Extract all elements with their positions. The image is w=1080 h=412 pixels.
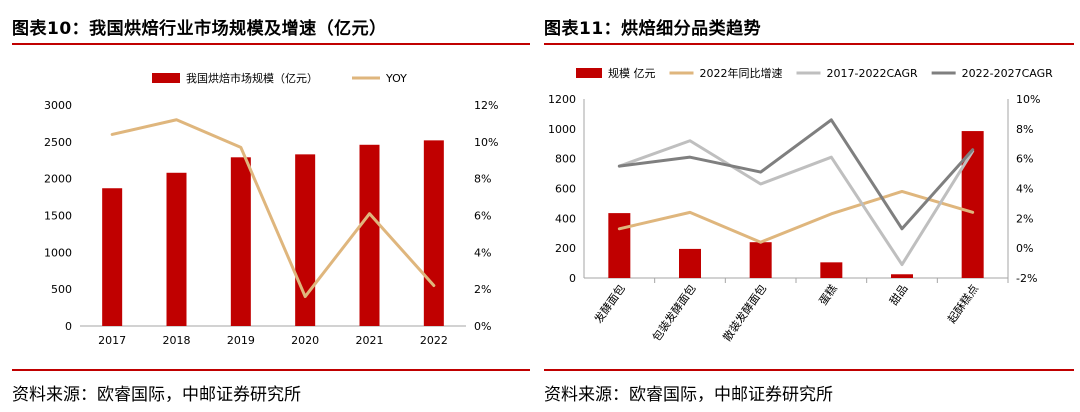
bar: [891, 274, 913, 278]
bar: [961, 131, 984, 278]
y2-tick-label: 2%: [474, 283, 491, 296]
series-line: [617, 189, 975, 244]
legend-key: [576, 68, 602, 78]
y2-tick-label: 12%: [474, 99, 498, 112]
y2-tick-label: 8%: [474, 173, 491, 186]
bar: [679, 248, 701, 278]
y-tick-label: 600: [555, 183, 576, 196]
y2-tick-label: 2%: [1016, 212, 1033, 225]
series-line: [110, 118, 436, 299]
y-tick-label: 400: [555, 212, 576, 225]
y-tick-label: 500: [51, 283, 72, 296]
y-tick-label: 1000: [548, 123, 576, 136]
x-tick-label: 2021: [356, 334, 384, 347]
bar: [423, 140, 444, 326]
y2-tick-label: 8%: [1016, 123, 1033, 136]
x-tick-label: 蛋糕: [816, 282, 840, 308]
legend-label: 2022年同比增速: [700, 66, 783, 80]
series-line: [617, 118, 975, 231]
bar: [295, 154, 316, 326]
y2-tick-label: 0%: [1016, 242, 1033, 255]
bar: [230, 157, 251, 326]
bar: [749, 242, 772, 278]
y2-tick-label: 10%: [1016, 93, 1040, 106]
y-tick-label: 3000: [44, 99, 72, 112]
x-tick-label: 散装发酵面包: [720, 282, 769, 344]
y-tick-label: 800: [555, 153, 576, 166]
y-tick-label: 1200: [548, 93, 576, 106]
legend-label: 我国烘焙市场规模（亿元）: [186, 71, 318, 85]
legend-key: [152, 73, 180, 83]
right-source: 资料来源：欧睿国际，中邮证券研究所: [544, 385, 833, 405]
right-chart: 0 200 400 600 800 1000 1200 -2% 0% 2% 4% 6% 8% 10% 发酵面…: [548, 66, 1053, 344]
left-chart: 0 500 1000 1500 2000 2500 3000 0% 2% 4% 6% 8% 10% 12%…: [44, 71, 498, 347]
bar: [166, 172, 187, 326]
y-tick-label: 200: [555, 242, 576, 255]
bar: [820, 262, 843, 278]
x-tick-label: 甜品: [887, 282, 910, 307]
bar: [608, 213, 631, 278]
y-tick-label: 0: [65, 320, 72, 333]
legend-label: YOY: [385, 72, 407, 85]
series-line: [617, 139, 975, 267]
y2-tick-label: 4%: [474, 246, 491, 259]
left-source-rule: [12, 369, 530, 371]
x-tick-label: 2020: [291, 334, 319, 347]
legend-label: 2022-2027CAGR: [962, 67, 1053, 80]
x-tick-label: 2017: [98, 334, 126, 347]
y-tick-label: 1500: [44, 210, 72, 223]
x-tick-label: 2019: [227, 334, 255, 347]
legend-label: 规模 亿元: [608, 66, 656, 80]
bar: [102, 188, 123, 326]
right-chart-title: 图表11：烘焙细分品类趋势: [544, 19, 762, 39]
y-tick-label: 2000: [44, 173, 72, 186]
y-tick-label: 0: [569, 272, 576, 285]
y2-tick-label: 6%: [1016, 153, 1033, 166]
legend-label: 2017-2022CAGR: [827, 67, 918, 80]
left-chart-title: 图表10：我国烘焙行业市场规模及增速（亿元）: [12, 19, 387, 39]
right-title-rule: [544, 43, 1074, 45]
y2-tick-label: 0%: [474, 320, 491, 333]
bar: [359, 144, 380, 326]
x-tick-label: 起酥糕点: [944, 282, 981, 326]
y2-tick-label: 10%: [474, 136, 498, 149]
x-tick-label: 发酵面包: [591, 282, 628, 326]
left-title-rule: [12, 43, 530, 45]
y2-tick-label: 4%: [1016, 183, 1033, 196]
y-tick-label: 2500: [44, 136, 72, 149]
x-tick-label: 包装发酵面包: [649, 282, 698, 344]
left-source: 资料来源：欧睿国际，中邮证券研究所: [12, 385, 301, 405]
right-source-rule: [544, 369, 1074, 371]
y2-tick-label: -2%: [1016, 272, 1037, 285]
y2-tick-label: 6%: [474, 210, 491, 223]
x-tick-label: 2022: [420, 334, 448, 347]
x-tick-label: 2018: [163, 334, 191, 347]
y-tick-label: 1000: [44, 246, 72, 259]
